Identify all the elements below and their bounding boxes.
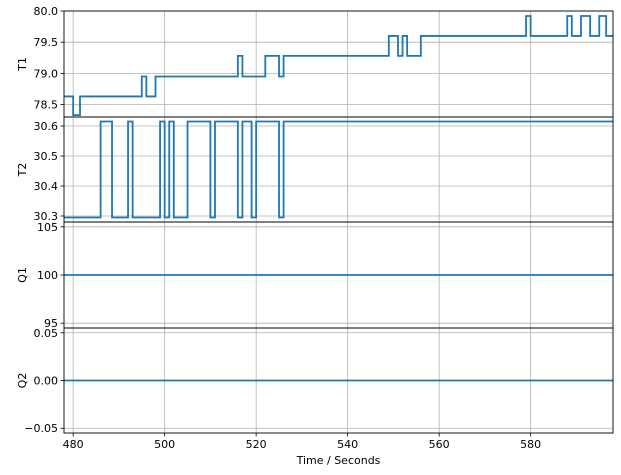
y-tick-label: 80.0: [34, 5, 59, 18]
x-axis-label: Time / Seconds: [296, 454, 381, 467]
y-tick-label: 0.05: [34, 327, 59, 340]
y-tick-label: 30.4: [34, 180, 59, 193]
y-tick-label: 100: [37, 269, 58, 282]
panel-t1: 78.5 79.0 79.5 80.0 T1: [16, 5, 614, 118]
y-tick-label: 0.00: [34, 375, 59, 388]
y-tick-label: 78.5: [34, 99, 59, 112]
y-axis-label-q1: Q1: [16, 267, 29, 283]
y-axis-label-t1: T1: [16, 57, 29, 72]
y-tick-label: 95: [44, 317, 58, 330]
y-tick-label: 30.3: [34, 210, 59, 223]
y-tick-label: 79.5: [34, 36, 59, 49]
panel-t2: 30.3 30.4 30.5 30.6 T2: [16, 116, 614, 223]
panel-q2: −0.05 0.00 0.05 Q2: [16, 327, 614, 435]
series-line-t1: [64, 15, 613, 117]
y-axis-label-q2: Q2: [16, 373, 29, 389]
y-tick-label: −0.05: [24, 422, 58, 435]
x-tick-label: 560: [429, 438, 450, 451]
x-tick-label: 480: [63, 438, 84, 451]
panel-q1: 95 100 105 Q1: [16, 221, 614, 330]
series-line-t2: [64, 120, 613, 219]
x-tick-label: 500: [154, 438, 175, 451]
x-tick-label: 580: [520, 438, 541, 451]
y-tick-label: 79.0: [34, 67, 59, 80]
y-axis-label-t2: T2: [16, 163, 29, 178]
x-axis: 480 500 520 540 560 580: [63, 433, 541, 451]
y-tick-label: 30.5: [34, 150, 59, 163]
y-tick-label: 30.6: [34, 120, 59, 133]
x-tick-label: 540: [337, 438, 358, 451]
y-tick-label: 105: [37, 221, 58, 234]
x-tick-label: 520: [246, 438, 267, 451]
